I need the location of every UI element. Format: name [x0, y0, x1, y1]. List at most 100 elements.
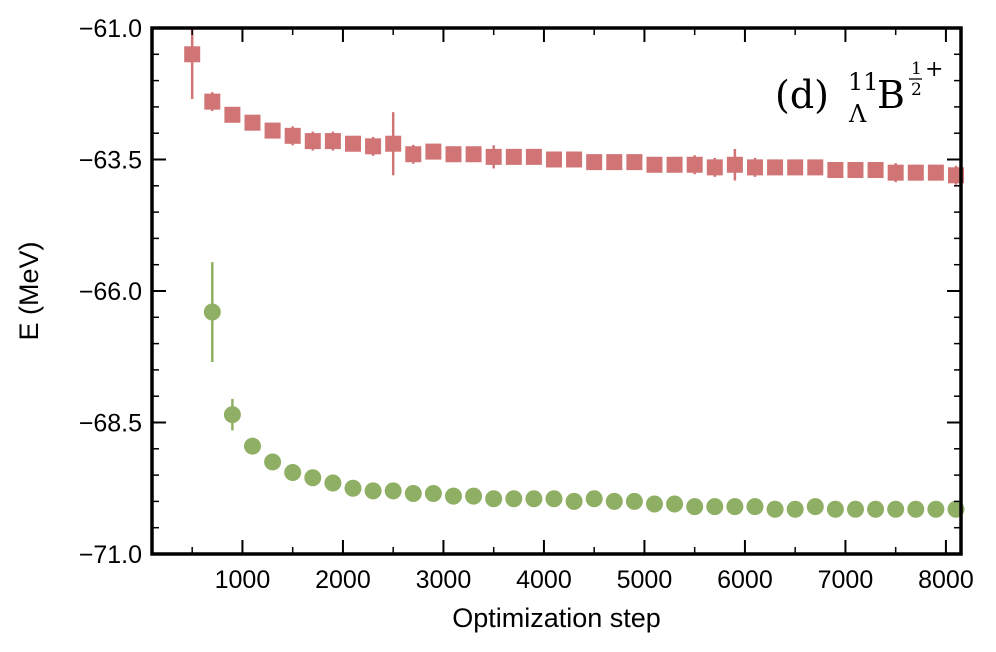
- data-point-circle: [364, 482, 382, 500]
- data-point-circle: [304, 469, 322, 487]
- data-point-square: [545, 151, 562, 168]
- data-point-square: [224, 106, 241, 123]
- data-point-circle: [726, 498, 744, 516]
- data-point-square: [304, 133, 321, 150]
- data-point-square: [807, 159, 824, 176]
- x-tick-label: 5000: [617, 566, 673, 594]
- data-point-square: [184, 46, 201, 63]
- data-point-square: [405, 146, 422, 163]
- data-point-circle: [384, 482, 402, 500]
- data-point-square: [344, 135, 361, 152]
- data-point-circle: [404, 485, 422, 503]
- data-point-circle: [344, 479, 362, 497]
- data-point-circle: [565, 492, 583, 510]
- data-point-square: [586, 154, 603, 171]
- series-2: [203, 262, 965, 518]
- data-point-square: [666, 156, 683, 173]
- data-point-circle: [927, 500, 945, 518]
- data-point-circle: [424, 485, 442, 503]
- x-tick-label: 4000: [516, 566, 572, 594]
- x-tick-label: 7000: [818, 566, 874, 594]
- data-point-circle: [826, 500, 844, 518]
- spin-denominator: 2: [911, 80, 922, 100]
- spin-numerator: 1: [911, 59, 922, 79]
- parity: +: [925, 57, 943, 82]
- data-point-circle: [324, 474, 342, 492]
- y-axis-label: E (MeV): [14, 241, 44, 340]
- data-point-circle: [545, 490, 563, 508]
- data-point-square: [445, 146, 462, 163]
- data-point-circle: [766, 500, 784, 518]
- hyperon-subscript: Λ: [848, 100, 867, 128]
- data-point-square: [767, 159, 784, 176]
- data-point-square: [465, 146, 482, 163]
- data-point-square: [847, 162, 864, 179]
- y-tick-label: −71.0: [79, 541, 142, 569]
- data-point-circle: [887, 500, 905, 518]
- data-point-square: [385, 135, 402, 152]
- data-point-square: [907, 164, 924, 181]
- data-point-circle: [746, 498, 764, 516]
- panel-label: (d): [775, 73, 829, 117]
- element-symbol: B: [877, 73, 905, 117]
- data-point-square: [365, 138, 382, 155]
- data-point-square: [264, 122, 281, 139]
- x-tick-label: 1000: [215, 566, 271, 594]
- tick-labels: 1000 2000 3000 4000 5000 6000 7000 8000 −61.0 −63…: [79, 15, 974, 594]
- nucleus-annotation: (d) 11 Λ B 1 2 +: [775, 57, 943, 128]
- x-tick-label: 6000: [717, 566, 773, 594]
- data-point-circle: [284, 463, 302, 481]
- data-point-circle: [625, 492, 643, 510]
- data-point-square: [686, 156, 703, 173]
- data-point-square: [284, 127, 301, 144]
- data-point-circle: [264, 453, 282, 471]
- data-point-circle: [605, 492, 623, 510]
- data-point-square: [726, 156, 743, 173]
- series-1: [184, 28, 964, 185]
- data-point-circle: [465, 487, 483, 505]
- y-tick-label: −63.5: [79, 147, 142, 175]
- data-point-square: [606, 154, 623, 171]
- data-point-circle: [786, 500, 804, 518]
- data-point-square: [787, 159, 804, 176]
- data-point-square: [425, 143, 442, 160]
- data-point-circle: [686, 498, 704, 516]
- data-point-circle: [525, 490, 543, 508]
- plot-marks: [184, 28, 965, 518]
- data-point-square: [566, 151, 583, 168]
- y-tick-label: −66.0: [79, 278, 142, 306]
- data-point-circle: [203, 303, 221, 321]
- data-point-square: [204, 93, 221, 110]
- data-point-square: [505, 148, 522, 165]
- data-point-circle: [223, 406, 241, 424]
- data-point-circle: [485, 490, 503, 508]
- data-point-square: [867, 162, 884, 179]
- mass-number: 11: [848, 68, 879, 96]
- data-point-square: [244, 114, 261, 131]
- data-point-square: [626, 154, 643, 171]
- data-point-circle: [505, 490, 523, 508]
- data-point-square: [887, 164, 904, 181]
- data-point-circle: [867, 500, 885, 518]
- data-point-square: [485, 148, 502, 165]
- y-tick-label: −68.5: [79, 410, 142, 438]
- data-point-square: [927, 164, 944, 181]
- x-tick-label: 8000: [918, 566, 974, 594]
- x-tick-label: 2000: [315, 566, 371, 594]
- data-point-square: [746, 159, 763, 176]
- ticks: [152, 27, 961, 555]
- x-tick-label: 3000: [416, 566, 472, 594]
- data-point-square: [324, 133, 341, 150]
- data-point-circle: [243, 437, 261, 455]
- data-point-circle: [806, 498, 824, 516]
- data-point-circle: [907, 500, 925, 518]
- plot-frame: [150, 26, 963, 556]
- data-point-circle: [706, 498, 724, 516]
- data-point-circle: [666, 495, 684, 513]
- data-point-square: [525, 148, 542, 165]
- data-point-square: [827, 162, 844, 179]
- data-point-square: [646, 156, 663, 173]
- data-point-circle: [846, 500, 864, 518]
- data-point-square: [706, 159, 723, 176]
